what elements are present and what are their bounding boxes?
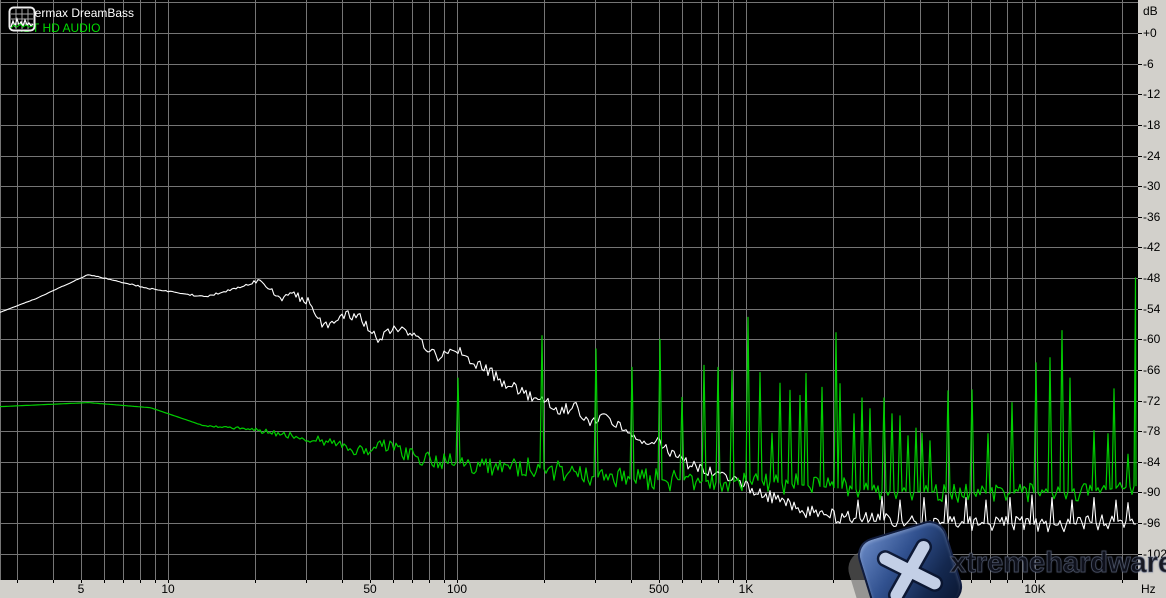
x-axis-tick-mark — [884, 580, 885, 583]
y-axis-tick-mark — [1138, 431, 1142, 432]
y-axis-tick-mark — [1138, 94, 1142, 95]
y-axis-tick-label: -24 — [1143, 148, 1161, 163]
y-axis-tick-label: -6 — [1143, 56, 1154, 71]
x-axis-tick-mark — [123, 580, 124, 583]
x-axis-tick-label: 500 — [648, 582, 670, 596]
y-axis-tick-label: -90 — [1143, 485, 1161, 500]
spectrum-plot-svg — [0, 0, 1138, 580]
y-axis-tick-label: -96 — [1143, 516, 1161, 531]
y-axis-tick-mark — [1138, 186, 1142, 187]
y-axis-tick-mark — [1138, 33, 1142, 34]
x-axis-tick-label: 100 — [446, 582, 468, 596]
y-axis-tick-mark — [1138, 247, 1142, 248]
x-axis-tick-label: 5 — [77, 582, 85, 596]
y-axis-tick-label: -18 — [1143, 117, 1161, 132]
y-axis-tick-mark — [1138, 554, 1142, 555]
y-axis-tick-label: -66 — [1143, 362, 1161, 377]
y-axis-tick-mark — [1138, 339, 1142, 340]
x-axis-strip: Hz 5 10 50 100 500 1K 5K 10K — [0, 580, 1166, 598]
plot-area: Enermax DreamBass IDT HD AUDIO — [0, 0, 1138, 580]
x-axis-tick-mark — [833, 580, 834, 583]
x-axis-tick-mark — [544, 580, 545, 583]
y-axis-tick-label: -42 — [1143, 240, 1161, 255]
legend: Enermax DreamBass IDT HD AUDIO — [8, 6, 134, 36]
x-axis-tick-label: 5K — [940, 582, 956, 596]
x-axis-tick-mark — [682, 580, 683, 583]
x-axis-tick-mark — [718, 580, 719, 583]
x-axis-tick-mark — [429, 580, 430, 583]
x-axis-tick-mark — [393, 580, 394, 583]
y-axis-tick-mark — [1138, 64, 1142, 65]
y-axis-tick-mark — [1138, 401, 1142, 402]
x-axis-tick-mark — [140, 580, 141, 583]
y-axis-strip: dB +0 -6 -12 -18 -24 -30 -36 -42 -48 -54 -60 -66 -72… — [1138, 0, 1166, 580]
y-axis-tick-mark — [1138, 492, 1142, 493]
y-axis-tick-label: -78 — [1143, 424, 1161, 439]
y-axis-tick-label: -102 — [1143, 546, 1166, 561]
y-axis-tick-label: -84 — [1143, 454, 1161, 469]
x-axis-tick-label: 50 — [363, 582, 377, 596]
y-axis-tick-label: -36 — [1143, 209, 1161, 224]
x-axis-tick-mark — [746, 580, 747, 583]
y-axis-tick-label: -54 — [1143, 301, 1161, 316]
x-axis-tick-mark — [155, 580, 156, 583]
x-axis-tick-mark — [370, 580, 371, 583]
x-axis-tick-mark — [306, 580, 307, 583]
x-axis-tick-mark — [920, 580, 921, 583]
x-axis-tick-mark — [412, 580, 413, 583]
x-axis-unit-label: Hz — [1141, 582, 1156, 596]
legend-series-2-label: IDT HD AUDIO — [20, 21, 101, 35]
y-axis-tick-mark — [1138, 125, 1142, 126]
y-axis-tick-mark — [1138, 217, 1142, 218]
x-axis-tick-mark — [659, 580, 660, 583]
x-axis-tick-mark — [255, 580, 256, 583]
y-axis-unit-label: dB — [1143, 4, 1158, 18]
x-axis-tick-mark — [595, 580, 596, 583]
y-axis-tick-label: -30 — [1143, 179, 1161, 194]
x-axis-tick-mark — [17, 580, 18, 583]
legend-series-1-label: Enermax DreamBass — [20, 6, 135, 20]
y-axis-tick-label: +0 — [1143, 26, 1157, 40]
y-axis-tick-label: -12 — [1143, 87, 1161, 102]
x-axis-tick-mark — [1035, 580, 1036, 583]
x-axis-tick-mark — [701, 580, 702, 583]
x-axis-tick-mark — [1007, 580, 1008, 583]
x-axis-tick-mark — [104, 580, 105, 583]
y-axis-tick-mark — [1138, 309, 1142, 310]
x-axis-tick-label: 1K — [738, 582, 754, 596]
y-axis-tick-label: -72 — [1143, 393, 1161, 408]
x-axis-tick-mark — [168, 580, 169, 583]
x-axis-tick-mark — [971, 580, 972, 583]
x-axis-tick-label: 10K — [1024, 582, 1046, 596]
x-axis-tick-label: 10 — [161, 582, 175, 596]
x-axis-tick-mark — [733, 580, 734, 583]
x-axis-tick-mark — [53, 580, 54, 583]
y-axis-tick-mark — [1138, 278, 1142, 279]
y-axis-tick-label: -60 — [1143, 332, 1161, 347]
y-axis-tick-mark — [1138, 156, 1142, 157]
y-axis-tick-mark — [1138, 462, 1142, 463]
y-axis-tick-label: -48 — [1143, 271, 1161, 286]
x-axis-tick-mark — [444, 580, 445, 583]
x-axis-tick-mark — [631, 580, 632, 583]
y-axis-tick-mark — [1138, 523, 1142, 524]
x-axis-tick-mark — [457, 580, 458, 583]
x-axis-tick-mark — [1122, 580, 1123, 583]
y-axis-tick-mark — [1138, 370, 1142, 371]
x-axis-tick-mark — [342, 580, 343, 583]
x-axis-tick-mark — [990, 580, 991, 583]
x-axis-tick-mark — [81, 580, 82, 583]
x-axis-tick-mark — [1022, 580, 1023, 583]
